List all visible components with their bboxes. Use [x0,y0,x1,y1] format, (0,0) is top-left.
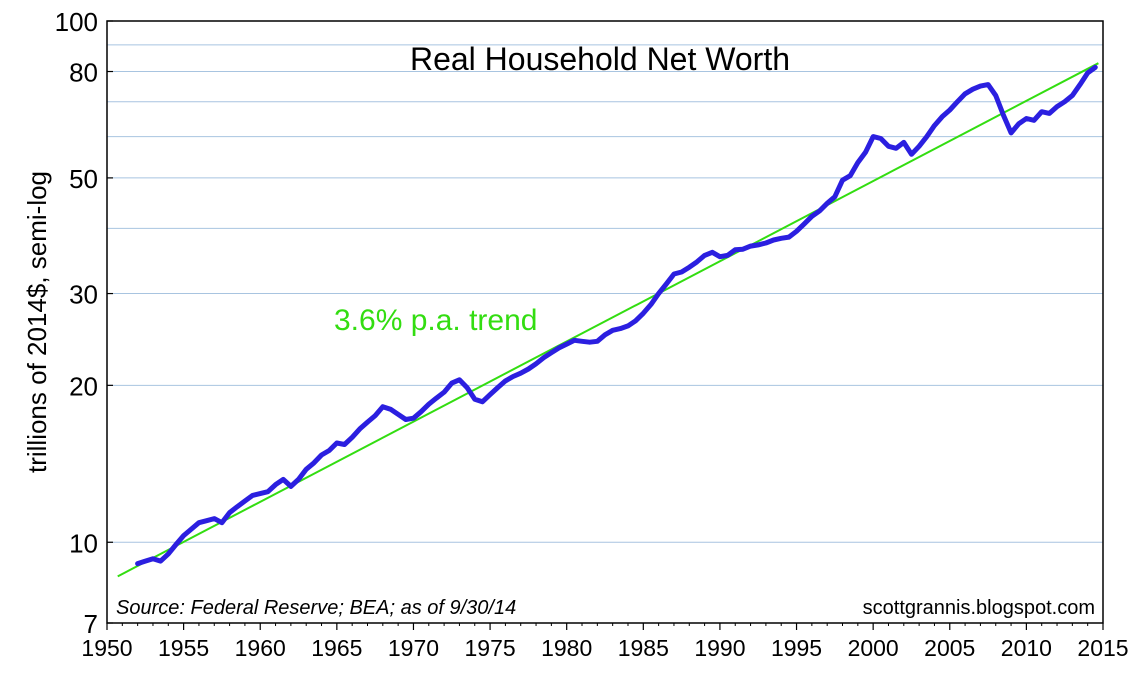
x-tick-label: 1985 [618,635,669,661]
source-note: Source: Federal Reserve; BEA; as of 9/30… [116,597,516,619]
trend-layer [117,62,1099,578]
x-tick-label: 1995 [771,635,822,661]
x-tick-label: 1990 [694,635,745,661]
x-tick-label: 1975 [464,635,515,661]
x-tick-label: 2005 [924,635,975,661]
x-tick-labels: 1950 1955 1960 1965 1970 1975 1980 1985 1990 1995… [81,635,1128,661]
y-tick-label: 10 [69,528,98,558]
axis-ticks [106,20,1104,630]
y-tick-label: 7 [84,609,98,639]
y-tick-label: 30 [69,280,98,310]
x-tick-label: 1950 [81,635,132,661]
y-axis-label: trillions of 2014$, semi-log [22,171,52,473]
x-tick-label: 2000 [848,635,899,661]
y-tick-labels: 7 10 20 30 50 80 100 [55,7,98,639]
x-tick-label: 1960 [235,635,286,661]
x-tick-label: 2010 [1001,635,1052,661]
grid-lines [107,44,1103,543]
y-tick-label: 80 [69,58,98,88]
chart-title: Real Household Net Worth [410,41,790,77]
series-layer [135,64,1098,567]
watermark: scottgrannis.blogspot.com [863,597,1095,619]
trend-line [117,62,1099,578]
x-tick-label: 1970 [388,635,439,661]
plot-frame [106,20,1104,624]
x-tick-label: 2015 [1077,635,1128,661]
net-worth-series-line [135,64,1098,567]
y-tick-label: 50 [69,164,98,194]
x-tick-label: 1955 [158,635,209,661]
y-tick-label: 100 [55,7,98,37]
y-tick-label: 20 [69,371,98,401]
trend-annotation: 3.6% p.a. trend [334,304,537,337]
x-tick-label: 1980 [541,635,592,661]
x-tick-label: 1965 [311,635,362,661]
